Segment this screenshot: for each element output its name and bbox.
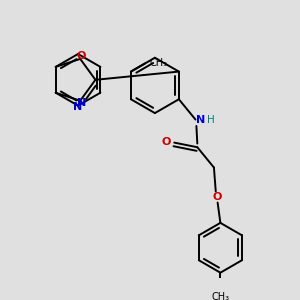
Text: N: N: [76, 98, 86, 107]
Text: O: O: [213, 192, 222, 202]
Text: CH₃: CH₃: [150, 58, 168, 68]
Text: N: N: [74, 102, 83, 112]
Text: O: O: [76, 51, 86, 61]
Text: H: H: [206, 115, 214, 124]
Text: N: N: [196, 115, 206, 124]
Text: CH₃: CH₃: [211, 292, 230, 300]
Text: O: O: [161, 137, 171, 147]
